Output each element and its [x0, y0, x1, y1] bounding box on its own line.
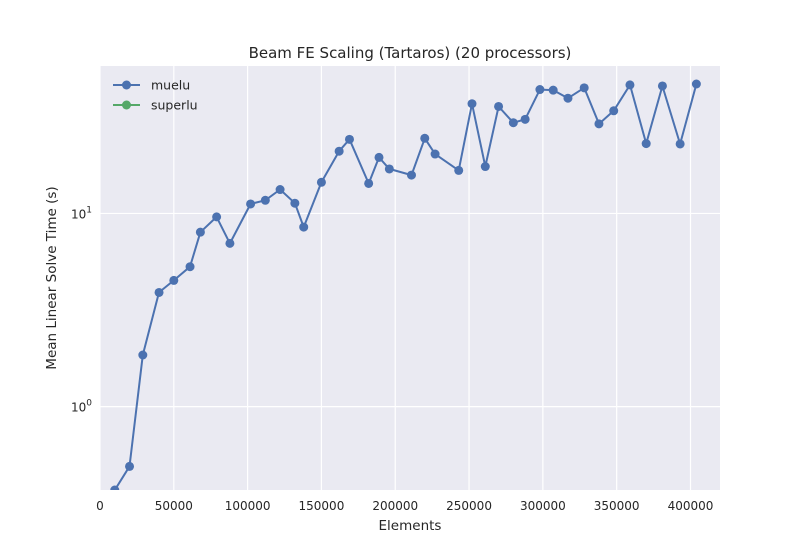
- x-axis-label: Elements: [379, 518, 442, 534]
- chart-title: Beam FE Scaling (Tartaros) (20 processor…: [249, 44, 572, 62]
- data-point-muelu: [579, 83, 589, 93]
- x-tick-label: 150000: [299, 499, 345, 513]
- data-point-muelu: [625, 80, 635, 90]
- data-point-muelu: [430, 149, 440, 159]
- data-point-muelu: [420, 133, 430, 143]
- data-point-muelu: [520, 114, 530, 124]
- data-point-muelu: [508, 118, 518, 128]
- y-tick-base: 10: [71, 207, 86, 221]
- data-point-muelu: [675, 139, 685, 149]
- data-point-muelu: [641, 139, 651, 149]
- data-point-muelu: [454, 165, 464, 175]
- data-point-muelu: [125, 461, 135, 471]
- data-point-muelu: [563, 93, 573, 103]
- data-point-muelu: [212, 212, 222, 222]
- data-point-muelu: [609, 106, 619, 116]
- data-point-muelu: [548, 85, 558, 95]
- data-point-muelu: [384, 164, 394, 174]
- x-tick-label: 400000: [668, 499, 714, 513]
- y-tick-exponent: 0: [86, 399, 92, 409]
- data-point-muelu: [154, 287, 164, 297]
- y-tick-exponent: 1: [86, 205, 92, 215]
- data-point-muelu: [364, 178, 374, 188]
- data-point-muelu: [110, 485, 120, 490]
- legend-marker-superlu: [122, 100, 131, 110]
- x-tick-label: 350000: [594, 499, 640, 513]
- plot-area: [100, 66, 720, 490]
- legend-label-superlu: superlu: [151, 98, 198, 113]
- data-point-muelu: [185, 262, 195, 272]
- y-tick-label: 101: [71, 205, 92, 221]
- legend: muelu superlu: [113, 78, 198, 113]
- data-point-muelu: [169, 275, 179, 285]
- data-point-muelu: [290, 198, 300, 208]
- y-tick-base: 10: [71, 401, 86, 415]
- data-point-muelu: [225, 238, 235, 248]
- data-point-muelu: [275, 185, 285, 195]
- data-point-muelu: [195, 227, 205, 237]
- data-point-muelu: [374, 152, 384, 162]
- data-point-muelu: [594, 119, 604, 129]
- y-tick-label: 100: [71, 399, 92, 415]
- data-point-muelu: [260, 195, 270, 205]
- data-point-muelu: [344, 134, 354, 144]
- x-tick-label: 300000: [520, 499, 566, 513]
- x-tick-label: 50000: [155, 499, 193, 513]
- x-tick-label: 100000: [225, 499, 271, 513]
- x-tick-label: 200000: [372, 499, 418, 513]
- data-point-muelu: [535, 85, 545, 95]
- grid-lines: [99, 66, 720, 490]
- legend-marker-muelu: [122, 80, 131, 90]
- data-point-muelu: [406, 170, 416, 180]
- data-point-muelu: [299, 222, 309, 232]
- data-point-muelu: [246, 199, 256, 209]
- series-line-muelu: [113, 83, 698, 490]
- data-point-muelu: [467, 99, 477, 109]
- data-point-muelu: [480, 162, 490, 172]
- y-axis-label: Mean Linear Solve Time (s): [44, 186, 60, 369]
- data-point-muelu: [691, 79, 701, 89]
- x-tick-label: 250000: [446, 499, 492, 513]
- x-axis-ticks: 0 50000 100000 150000 200000 250000 300000 3500…: [96, 499, 713, 513]
- legend-label-muelu: muelu: [151, 78, 190, 93]
- series-layer: [110, 79, 701, 490]
- data-point-muelu: [657, 81, 667, 91]
- data-point-muelu: [494, 101, 504, 111]
- data-point-muelu: [316, 177, 326, 187]
- data-point-muelu: [138, 350, 148, 360]
- x-tick-label: 0: [96, 499, 104, 513]
- data-point-muelu: [334, 146, 344, 156]
